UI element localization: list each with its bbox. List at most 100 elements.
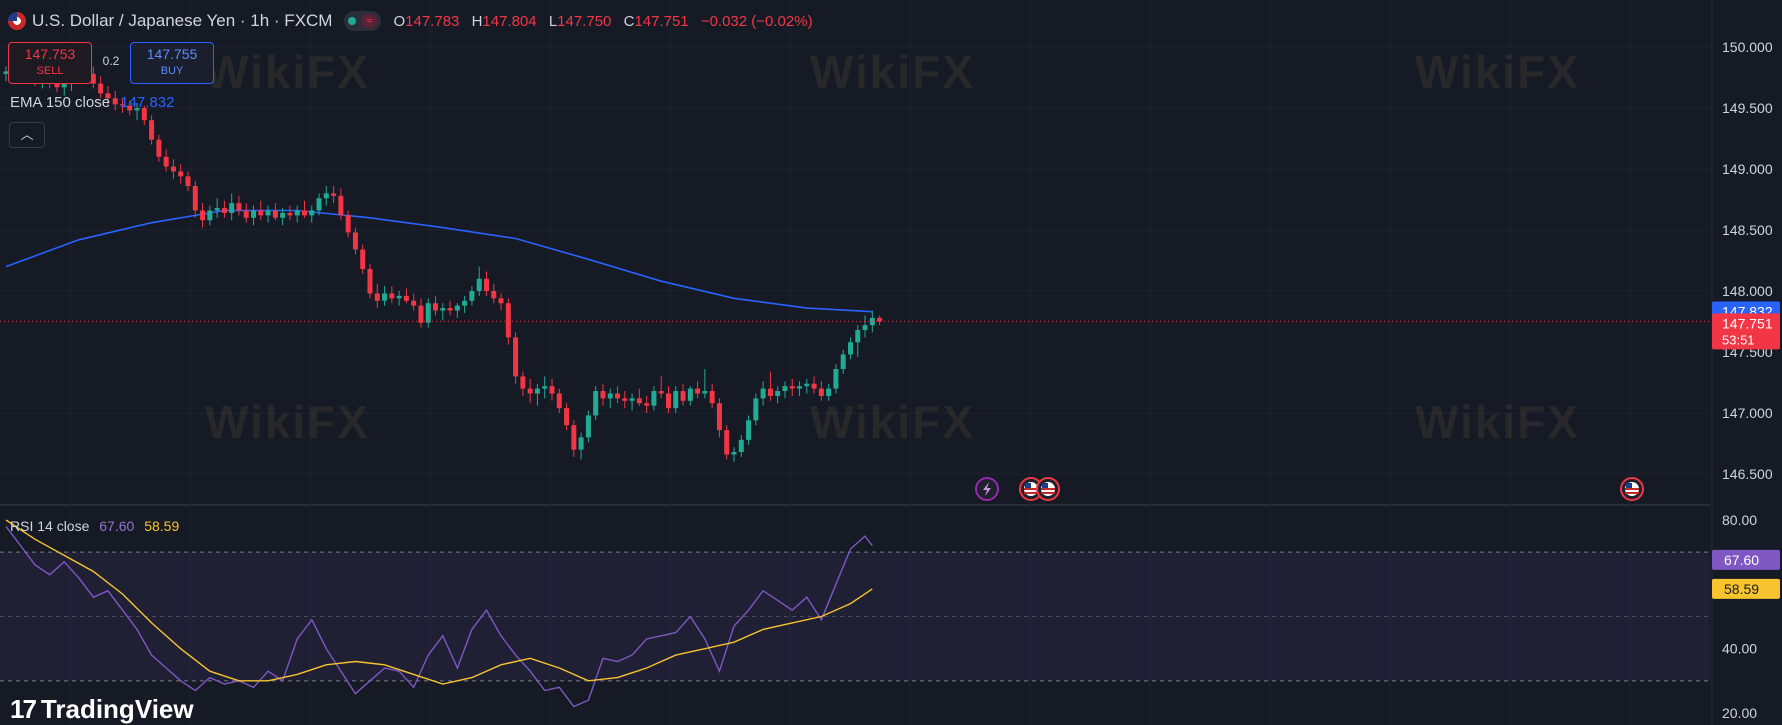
candle-body [615, 393, 621, 399]
market-open-dot-icon [348, 17, 357, 25]
candle-body [141, 108, 147, 121]
candle-body [520, 376, 526, 389]
candle-body [469, 291, 475, 301]
us-economic-event-icon[interactable] [1036, 477, 1060, 501]
candle-body [352, 232, 358, 250]
economic-event-lightning-icon[interactable] [975, 477, 999, 501]
us-flag-stripe [1041, 488, 1055, 490]
candle-body [738, 439, 744, 453]
candle-body [709, 391, 715, 404]
candle-body [272, 210, 278, 218]
candle-body [600, 391, 606, 399]
candle-body [767, 388, 773, 396]
price-tick-label: 149.000 [1722, 161, 1773, 177]
us-flag-stripe [1625, 492, 1639, 494]
spread-value: 0.2 [102, 54, 120, 68]
ohlc-values: O147.783 H147.804 L147.750 C147.751 −0.0… [393, 12, 813, 30]
brand-name: TradingView [40, 694, 194, 724]
market-status[interactable]: ≈ [344, 11, 382, 31]
candle-body [534, 388, 540, 394]
candle-body [396, 295, 402, 299]
candle-body [112, 98, 118, 105]
candle-body [309, 210, 315, 216]
candle-body [665, 393, 671, 409]
price-change: −0.032 (−0.02%) [700, 12, 813, 30]
candle-body [593, 391, 599, 416]
candle-body [527, 388, 533, 394]
candle-body [818, 388, 824, 396]
candle-body [54, 83, 60, 88]
candle-body [855, 330, 861, 343]
candle-body [200, 210, 206, 221]
candle-body [578, 437, 584, 450]
candle-body [564, 408, 570, 426]
candle-body [3, 71, 9, 74]
candle-body [716, 403, 722, 431]
candle-body [775, 391, 781, 396]
us-flag-canton [1626, 483, 1632, 488]
candle-body [454, 305, 460, 311]
candle-body [862, 325, 868, 331]
rsi-value-label-bg [1712, 549, 1780, 570]
buy-price: 147.755 [146, 46, 198, 62]
watermark-text: WikiFX [810, 396, 975, 448]
candle-body [483, 278, 489, 291]
candle-body [695, 388, 701, 394]
candle-body [156, 139, 162, 157]
us-flag-stripe [1625, 488, 1639, 490]
candle-body [629, 398, 635, 401]
data-delay-icon: ≈ [361, 14, 378, 28]
candle-body [163, 156, 169, 167]
candle-body [549, 386, 555, 394]
candle-body [243, 210, 249, 218]
candle-body [840, 354, 846, 370]
candle-body [447, 308, 453, 311]
us-flag-stripe [1024, 492, 1038, 494]
candle-body [789, 386, 795, 389]
sell-price: 147.753 [24, 46, 76, 62]
candle-body [505, 303, 511, 338]
lightning-icon [983, 482, 991, 496]
candle-body [374, 293, 380, 301]
candle-body [382, 293, 388, 301]
candle-body [513, 337, 519, 377]
candle-body [170, 166, 176, 172]
candle-body [731, 452, 737, 455]
price-tick-label: 148.500 [1722, 222, 1773, 238]
candle-body [411, 300, 417, 306]
candle-body [658, 391, 664, 394]
candle-body [403, 295, 409, 301]
rsi-tick-label: 80.00 [1722, 512, 1757, 528]
sell-button[interactable]: 147.753 SELL [8, 42, 92, 84]
us-flag-stripe [1041, 492, 1055, 494]
buy-button[interactable]: 147.755 BUY [130, 42, 214, 84]
candle-body [134, 108, 140, 111]
watermark-text: WikiFX [205, 46, 370, 98]
last-price-label: 147.751 [1722, 315, 1773, 331]
ema-150-line [5, 209, 873, 313]
rsi-ma-line [5, 519, 873, 685]
tradingview-brand[interactable]: 17 TradingView [10, 694, 194, 725]
candle-body [622, 398, 628, 401]
watermark-text: WikiFX [1415, 46, 1580, 98]
tradingview-logo-icon: 17 [10, 694, 37, 724]
candle-body [207, 210, 213, 221]
price-tick-label: 148.000 [1722, 283, 1773, 299]
candle-body [673, 391, 679, 409]
ema-legend[interactable]: EMA 150 close 147.832 [10, 94, 174, 111]
candle-body [702, 391, 708, 394]
candle-body [498, 298, 504, 304]
collapse-legend-button[interactable]: ︿ [9, 122, 45, 148]
candle-body [724, 430, 730, 455]
symbol-title[interactable]: U.S. Dollar / Japanese Yen · 1h · FXCM [32, 11, 333, 30]
ema-legend-value: 147.832 [120, 94, 175, 111]
us-economic-event-icon[interactable] [1620, 477, 1644, 501]
candle-body [462, 300, 468, 306]
candle-body [331, 193, 337, 196]
rsi-value-label: 67.60 [1724, 552, 1759, 568]
rsi-legend[interactable]: RSI 14 close 67.60 58.59 [10, 518, 179, 534]
candle-body [651, 391, 657, 406]
candle-body [345, 215, 351, 233]
candle-body [433, 303, 439, 311]
